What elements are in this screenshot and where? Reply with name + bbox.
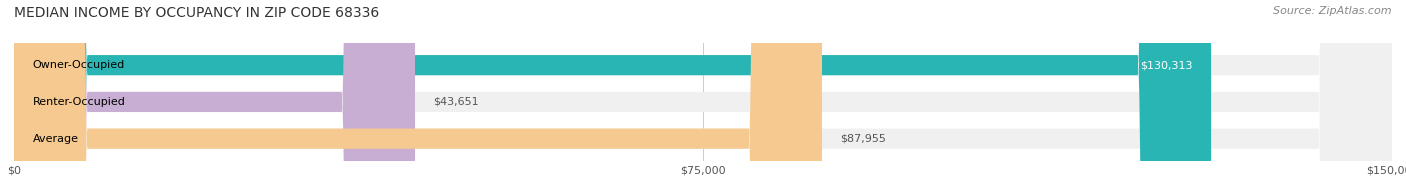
Text: Average: Average (32, 134, 79, 144)
FancyBboxPatch shape (14, 0, 1211, 196)
FancyBboxPatch shape (14, 0, 415, 196)
Text: Owner-Occupied: Owner-Occupied (32, 60, 125, 70)
Text: Source: ZipAtlas.com: Source: ZipAtlas.com (1274, 6, 1392, 16)
Text: $87,955: $87,955 (841, 134, 886, 144)
FancyBboxPatch shape (14, 0, 1392, 196)
FancyBboxPatch shape (14, 0, 1392, 196)
FancyBboxPatch shape (14, 0, 823, 196)
Text: MEDIAN INCOME BY OCCUPANCY IN ZIP CODE 68336: MEDIAN INCOME BY OCCUPANCY IN ZIP CODE 6… (14, 6, 380, 20)
Text: $43,651: $43,651 (433, 97, 479, 107)
Text: $130,313: $130,313 (1140, 60, 1192, 70)
FancyBboxPatch shape (14, 0, 1392, 196)
Text: Renter-Occupied: Renter-Occupied (32, 97, 125, 107)
